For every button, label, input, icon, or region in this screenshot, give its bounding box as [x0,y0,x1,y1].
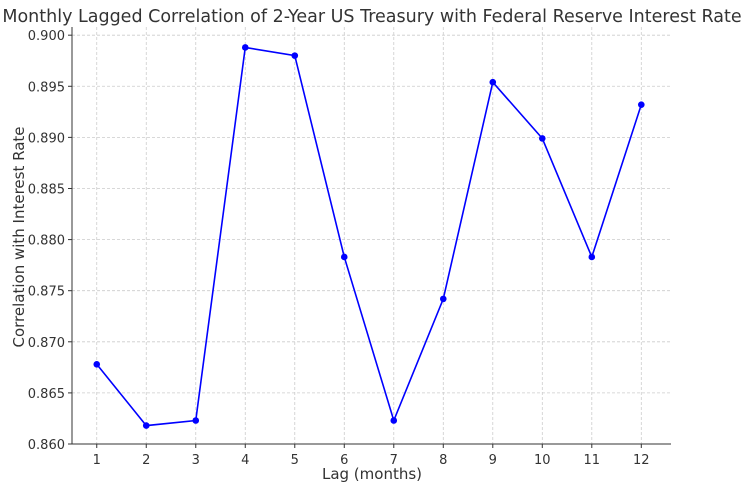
data-point [142,422,150,429]
x-tick-label: 7 [390,453,398,468]
y-tick-label: 0.875 [28,285,65,300]
x-tick-label: 2 [142,453,150,468]
x-tick-label: 1 [93,453,101,468]
x-tick-label: 12 [633,453,650,468]
chart-title: Monthly Lagged Correlation of 2-Year US … [2,7,741,27]
axes [71,27,671,445]
y-tick-label: 0.900 [28,29,65,44]
x-tick-label: 6 [340,453,348,468]
data-point [637,101,645,108]
y-tick-label: 0.865 [28,387,65,402]
x-tick-label: 11 [584,453,601,468]
series-line [96,46,643,427]
y-axis-label: Correlation with Interest Rate [10,126,28,347]
data-point [192,417,200,424]
data-point [588,253,596,261]
x-tick-label: 5 [291,453,299,468]
series [93,44,645,429]
y-tick-label: 0.895 [28,80,65,95]
y-tick-label: 0.890 [28,131,65,146]
data-point [390,417,398,424]
x-tick-label: 10 [534,453,551,468]
data-point [93,360,101,368]
data-point [538,135,546,142]
ticks: 1 2 3 4 5 6 7 8 9 10 11 120.8600.8650.8700.8750.880… [28,29,650,468]
grid [72,27,671,445]
x-tick-label: 9 [489,453,497,468]
data-point [489,78,497,86]
y-tick-label: 0.870 [28,336,65,351]
data-point [340,253,348,261]
y-tick-label: 0.860 [28,438,65,453]
x-tick-label: 8 [439,453,447,468]
y-tick-label: 0.880 [28,234,65,249]
x-tick-label: 4 [241,453,249,468]
x-axis-label: Lag (months) [322,465,422,483]
y-tick-label: 0.885 [28,182,65,197]
data-point [291,52,299,59]
data-point [439,295,447,303]
x-tick-label: 3 [192,453,200,468]
data-point [241,44,249,51]
